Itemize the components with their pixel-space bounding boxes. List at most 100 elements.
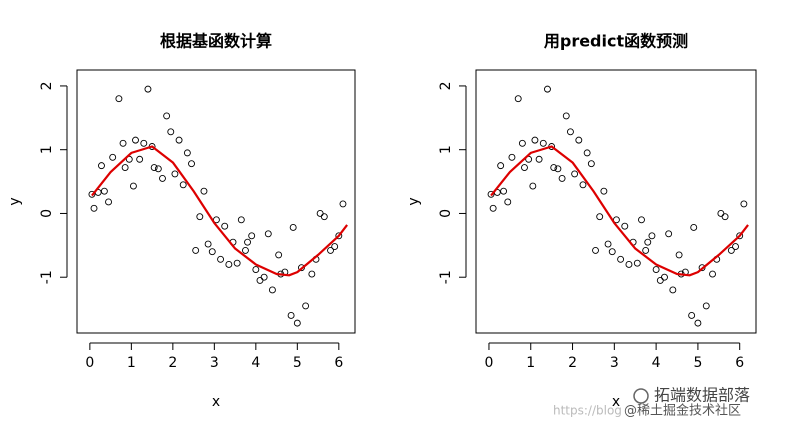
- data-point: [129, 182, 137, 190]
- y-tick-label: 2: [438, 81, 454, 90]
- data-point: [248, 232, 256, 240]
- data-point: [740, 200, 748, 208]
- data-point: [579, 181, 587, 189]
- x-tick-label: 5: [293, 355, 302, 371]
- data-point: [167, 128, 175, 136]
- chart: 用predict函数预测 0 1 2 3 4 5 6 2 1 0 -1 x y: [406, 32, 757, 410]
- x-tick-label: 4: [251, 355, 260, 371]
- plot-box: [475, 69, 757, 334]
- data-point: [571, 170, 579, 178]
- data-point: [192, 246, 200, 254]
- data-point: [293, 319, 301, 327]
- data-point: [487, 190, 495, 198]
- data-point: [233, 259, 241, 267]
- data-point: [221, 222, 229, 230]
- data-point: [119, 139, 127, 147]
- data-point: [188, 160, 195, 168]
- data-point: [287, 312, 295, 319]
- data-point: [504, 198, 512, 206]
- data-point: [617, 255, 625, 263]
- data-point: [121, 164, 129, 171]
- data-point: [539, 139, 547, 147]
- data-point: [105, 198, 112, 206]
- data-point: [521, 164, 528, 171]
- x-tick-label: 6: [735, 355, 744, 371]
- plot-box: [76, 69, 356, 334]
- data-point: [171, 170, 179, 178]
- data-point: [175, 136, 183, 144]
- data-point: [302, 302, 310, 310]
- data-point: [242, 246, 249, 254]
- data-point: [554, 165, 562, 173]
- data-point: [656, 276, 664, 284]
- chart: 根据基函数计算 0 1 2 3 4 5 6 2 1 0 -1 x y: [7, 32, 356, 410]
- x-tick-label: 1: [526, 355, 535, 371]
- data-point: [529, 182, 537, 190]
- data-point: [308, 270, 316, 278]
- data-point: [109, 153, 117, 161]
- data-point: [661, 273, 668, 281]
- x-tick-label: 0: [484, 355, 493, 371]
- data-point: [289, 224, 297, 231]
- y-tick-label: 1: [438, 145, 454, 154]
- data-point: [600, 187, 608, 195]
- data-point: [535, 155, 543, 163]
- data-point: [514, 95, 522, 103]
- data-point: [721, 213, 729, 221]
- data-point: [200, 187, 208, 195]
- x-tick-label: 4: [652, 355, 661, 371]
- data-point: [256, 276, 264, 284]
- data-point: [544, 85, 551, 93]
- data-point: [298, 264, 305, 272]
- data-point: [159, 174, 166, 182]
- data-point: [596, 213, 604, 221]
- data-point: [550, 164, 558, 171]
- data-point: [587, 160, 595, 168]
- chart-title: 用predict函数预测: [544, 32, 688, 51]
- data-point: [196, 213, 204, 221]
- data-point: [518, 139, 526, 147]
- y-tick-label: 0: [39, 209, 55, 218]
- x-tick-label: 2: [568, 355, 577, 371]
- data-point: [204, 240, 212, 248]
- data-point: [136, 155, 144, 163]
- data-point: [702, 302, 710, 310]
- fit-line: [490, 145, 749, 277]
- x-tick-label: 6: [334, 355, 343, 371]
- data-point: [154, 165, 162, 173]
- data-point: [608, 248, 616, 256]
- data-point: [260, 273, 268, 281]
- data-point: [669, 286, 677, 294]
- data-point: [275, 251, 283, 259]
- data-point: [327, 246, 334, 254]
- data-point: [320, 213, 328, 221]
- data-point: [508, 153, 516, 161]
- x-axis-label: x: [212, 394, 220, 410]
- x-axis-label: x: [612, 394, 620, 410]
- x-tick-label: 1: [127, 355, 136, 371]
- data-point: [339, 200, 347, 208]
- data-point: [163, 112, 171, 120]
- data-point: [132, 136, 139, 144]
- data-point: [625, 261, 633, 268]
- data-point: [648, 232, 656, 240]
- data-point: [335, 232, 343, 240]
- data-point: [316, 210, 324, 217]
- data-point: [179, 181, 187, 189]
- watermark-brand: 拓端数据部落: [654, 386, 750, 405]
- chart-title: 根据基函数计算: [160, 32, 272, 51]
- data-point: [675, 251, 683, 259]
- data-point: [694, 319, 702, 327]
- data-point: [244, 238, 251, 246]
- data-point: [208, 248, 216, 256]
- data-point: [500, 187, 508, 195]
- data-point: [727, 246, 735, 254]
- data-point: [531, 136, 539, 144]
- data-point: [642, 246, 650, 254]
- data-point: [100, 187, 108, 195]
- data-point: [140, 139, 148, 147]
- data-point: [592, 246, 599, 254]
- data-point: [90, 204, 98, 212]
- watermark-url: https://blog: [553, 404, 622, 418]
